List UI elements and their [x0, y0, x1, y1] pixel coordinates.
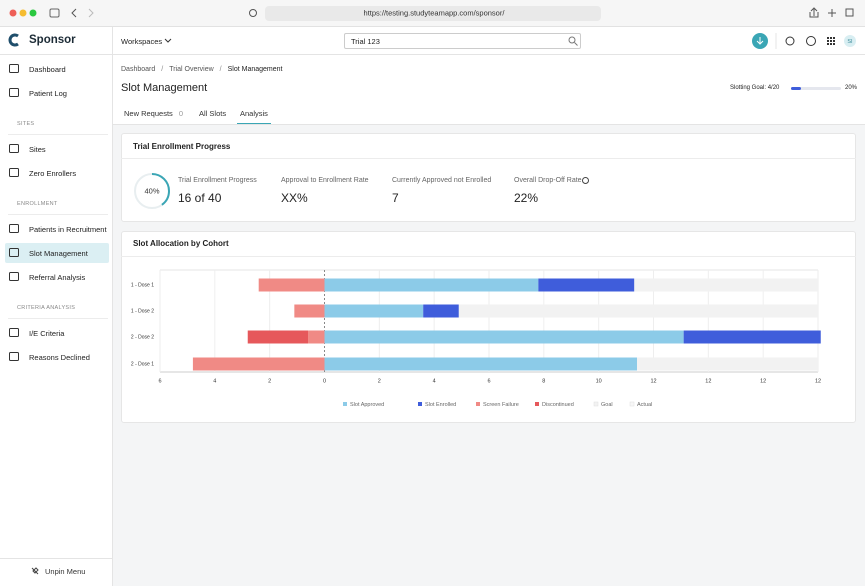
- section-heading: CRITERIA ANALYSIS: [17, 305, 76, 311]
- stat-label: Currently Approved not Enrolled: [392, 177, 492, 184]
- search-icon: [568, 36, 578, 46]
- tab[interactable]: All Slots: [199, 109, 227, 118]
- stat-label: Trial Enrollment Progress: [178, 177, 257, 184]
- chart-title: Slot Allocation by Cohort: [133, 239, 229, 248]
- new-tab-button[interactable]: [828, 9, 836, 17]
- help-button[interactable]: [806, 36, 816, 46]
- menu-item[interactable]: Sites: [29, 145, 46, 154]
- info-icon: [582, 177, 589, 184]
- chart-card: [121, 231, 856, 423]
- sidebar: [0, 27, 113, 586]
- menu-icon: [9, 64, 19, 73]
- menu-item[interactable]: Referral Analysis: [29, 273, 86, 282]
- maximize-button[interactable]: [29, 9, 37, 17]
- menu-icon: [9, 144, 19, 153]
- ring-progress: [134, 173, 170, 209]
- section-divider: [8, 318, 108, 319]
- section-divider: [8, 134, 108, 135]
- brand-name: Sponsor: [29, 34, 76, 46]
- search-text: Trial 123: [351, 37, 380, 46]
- workspaces-dropdown[interactable]: Workspaces: [121, 37, 172, 46]
- tab-active[interactable]: Analysis: [240, 109, 268, 118]
- menu-icon: [9, 248, 19, 257]
- stat-value: 22%: [514, 191, 539, 205]
- avatar[interactable]: [844, 35, 856, 47]
- stat-value: 16 of 40: [178, 191, 222, 205]
- url: https://testing.studyteamapp.com/sponsor…: [364, 8, 506, 17]
- breadcrumb-current: Slot Management: [214, 66, 283, 73]
- stat-value: 7: [392, 191, 399, 205]
- menu-icon: [9, 224, 19, 233]
- stat-value: XX%: [281, 191, 308, 205]
- chevron: [164, 38, 172, 43]
- tabs-button[interactable]: [845, 8, 854, 17]
- avatar-initials: SI: [847, 39, 853, 45]
- card-divider: [121, 256, 856, 257]
- section-heading: ENROLLMENT: [17, 201, 58, 207]
- share-button[interactable]: [809, 7, 819, 18]
- menu-icon: [9, 88, 19, 97]
- forward-button[interactable]: [88, 8, 94, 18]
- section-divider: [8, 214, 108, 215]
- menu-item[interactable]: I/E Criteria: [29, 329, 65, 338]
- tabs-divider: [113, 124, 865, 125]
- breadcrumb-link[interactable]: Dashboard: [121, 66, 156, 73]
- url-bar[interactable]: [265, 6, 601, 21]
- search-box[interactable]: [344, 33, 581, 49]
- unpin-icon: [31, 567, 39, 575]
- sidebar-toggle[interactable]: [49, 8, 60, 18]
- goal-percent: 20%: [845, 85, 858, 91]
- menu-item[interactable]: Slot Management: [29, 249, 88, 258]
- apps-button[interactable]: [827, 37, 835, 45]
- section-heading: SITES: [17, 121, 35, 127]
- tab-label: New Requests: [124, 109, 173, 118]
- menu-item[interactable]: Reasons Declined: [29, 353, 90, 362]
- page-title: Slot Management: [121, 82, 208, 94]
- unpin-menu[interactable]: Unpin Menu: [45, 567, 86, 576]
- minimize-button[interactable]: [19, 9, 27, 17]
- breadcrumb: DashboardTrial OverviewSlot Management: [121, 66, 283, 73]
- browser-controls: https://testing.studyteamapp.com/sponsor…: [9, 6, 854, 21]
- progress-ring: 40%: [134, 173, 170, 209]
- tab-count: 0: [178, 109, 184, 118]
- menu-item[interactable]: Zero Enrollers: [29, 169, 77, 178]
- settings-button[interactable]: [785, 36, 795, 46]
- brand-logo: [8, 33, 19, 47]
- sidebar-footer: [0, 558, 113, 559]
- stat-label: Approval to Enrollment Rate: [281, 177, 369, 184]
- menu-icon: [9, 272, 19, 281]
- card-title: Trial Enrollment Progress: [133, 142, 231, 151]
- header-actions: SI: [752, 33, 856, 49]
- menu-item[interactable]: Dashboard: [29, 65, 66, 74]
- active-highlight: [5, 243, 109, 263]
- stat-label: Overall Drop-Off Rate: [514, 177, 582, 184]
- workspaces-label: Workspaces: [121, 37, 163, 46]
- tab[interactable]: New Requests 0: [124, 109, 183, 118]
- download-icon: [756, 37, 764, 45]
- menu-item[interactable]: Patients in Recruitment: [29, 225, 107, 234]
- close-button[interactable]: [9, 9, 17, 17]
- goal-progress-track: [791, 87, 841, 90]
- privacy-icon: [249, 9, 257, 17]
- menu-icon: [9, 352, 19, 361]
- back-button[interactable]: [71, 8, 77, 18]
- slotting-goal-count: 4/20: [767, 85, 780, 91]
- menu-icon: [9, 168, 19, 177]
- menu-icon: [9, 328, 19, 337]
- slotting-goal-label: Slotting Goal:: [730, 85, 767, 91]
- card-divider: [121, 158, 856, 159]
- goal-progress-bar: [791, 87, 801, 90]
- slotting-goal: Slotting Goal: 4/20: [730, 85, 779, 91]
- breadcrumb-link[interactable]: Trial Overview: [155, 66, 213, 73]
- menu-item[interactable]: Patient Log: [29, 89, 67, 98]
- sidebar-brand-row: [0, 27, 113, 55]
- top-header: [113, 27, 865, 55]
- enrollment-card: [121, 133, 856, 222]
- ring-label: 40%: [144, 186, 159, 195]
